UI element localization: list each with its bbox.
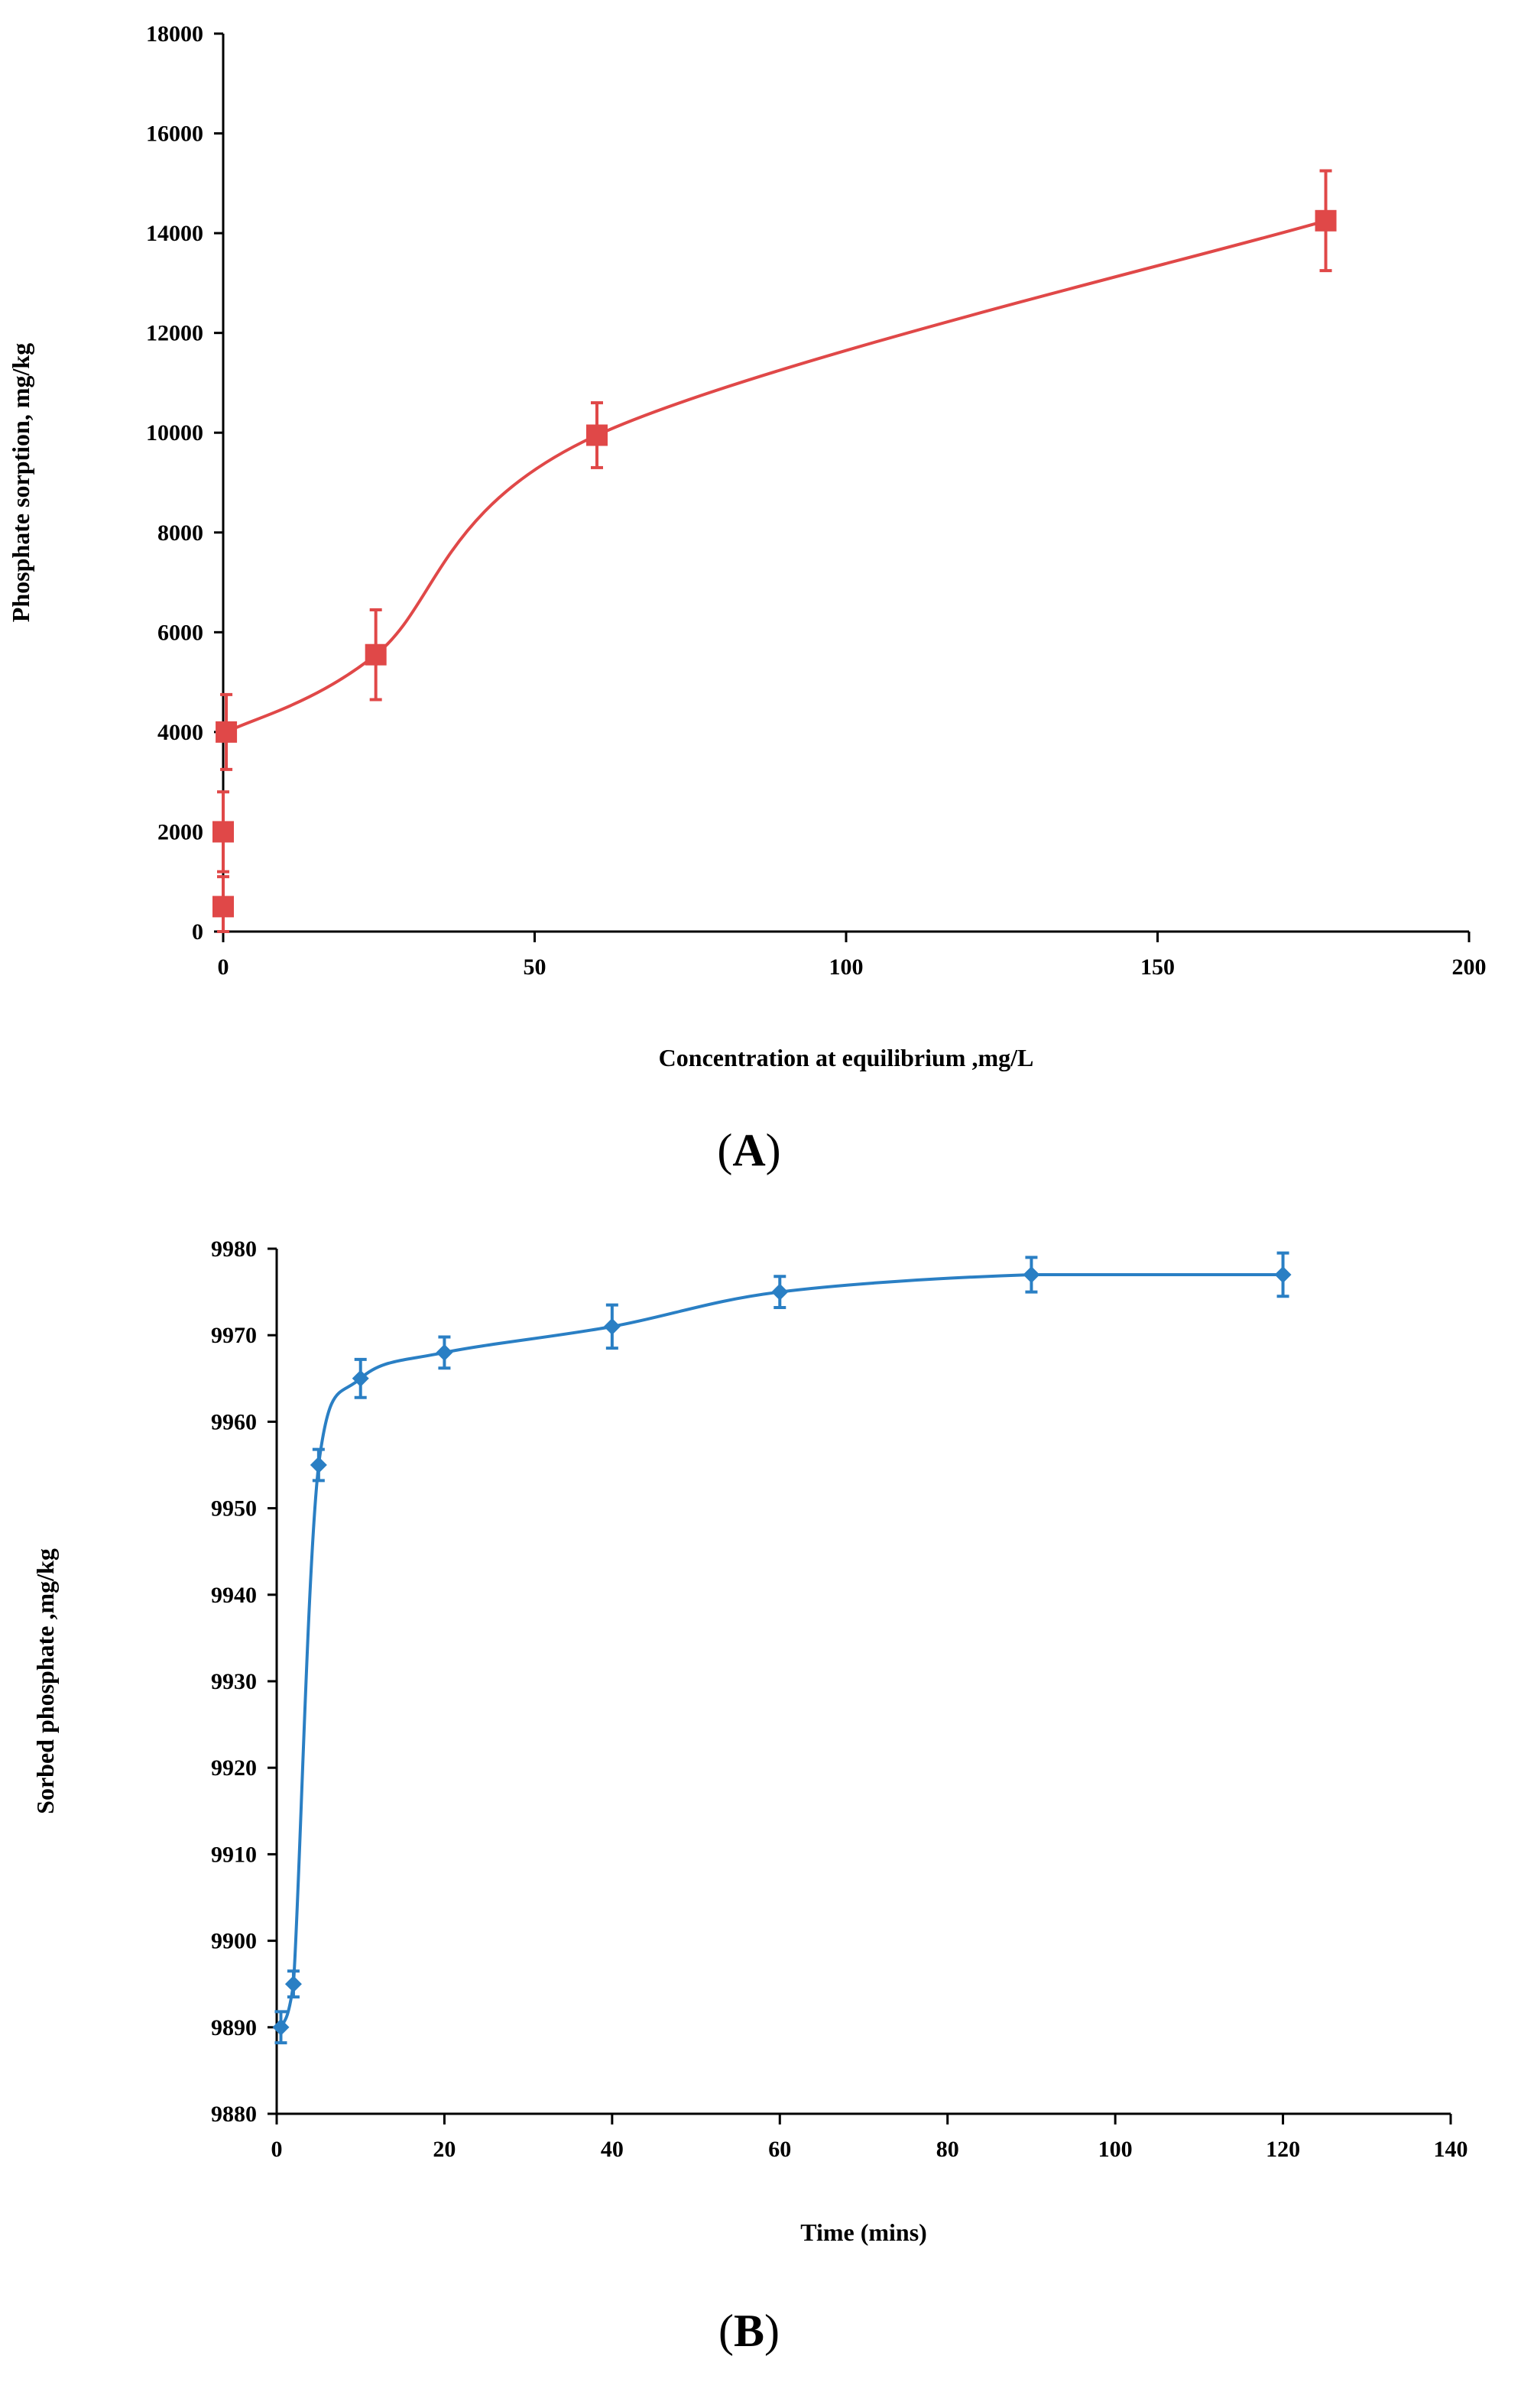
y-tick-label: 9960 [211,1409,257,1434]
data-point [771,1283,789,1301]
data-point [586,424,608,446]
x-tick-label: 60 [768,2137,791,2162]
x-tick-label: 100 [1098,2137,1133,2162]
data-point [365,643,387,666]
y-axis-title: Sorbed phosphate ,mg/kg [31,1548,59,1814]
x-tick-label: 100 [829,954,864,980]
y-tick-label: 9910 [211,1842,257,1867]
y-tick-label: 0 [192,919,203,945]
chart-b: 9880 9890 9900 9910 9920 9930 9940 9950 9960 9970… [31,1236,1468,2356]
y-tick-label: 8000 [157,520,203,546]
x-tick-label: 0 [218,954,229,980]
data-point [1023,1266,1040,1283]
data-point [603,1317,621,1335]
y-tick-label: 4000 [157,720,203,745]
x-axis-title: Time (mins) [800,2218,927,2246]
y-tick-label: 9920 [211,1755,257,1781]
y-tick-label: 16000 [146,122,203,147]
y-tick-label: 9890 [211,2015,257,2040]
panel-label: (B) [718,2306,780,2356]
panel-label: (A) [717,1125,780,1175]
series-line [279,1272,1283,2028]
data-point [1274,1266,1292,1283]
x-tick-label: 40 [601,2137,624,2162]
data-point [310,1457,327,1473]
x-tick-label: 20 [433,2137,456,2162]
x-tick-label: 150 [1140,954,1175,980]
x-tick-label: 50 [524,954,546,980]
y-tick-label: 10000 [146,420,203,446]
y-tick-label: 9970 [211,1323,257,1348]
y-tick-label: 12000 [146,321,203,346]
y-tick-label: 14000 [146,221,203,246]
data-point [1315,209,1337,232]
chart-a: 0200040006000800010000120001400016000180… [7,21,1487,1175]
y-tick-label: 2000 [157,819,203,844]
y-axis-title: Phosphate sorption, mg/kg [7,343,34,622]
x-axis-title: Concentration at equilibrium ,mg/L [659,1044,1034,1071]
y-tick-label: 9950 [211,1496,257,1522]
data-point [216,721,238,743]
data-point [212,821,234,843]
series-line [225,219,1327,734]
y-tick-label: 9900 [211,1929,257,1954]
x-tick-label: 0 [271,2137,283,2162]
y-tick-label: 6000 [157,620,203,645]
data-point [212,896,234,918]
x-tick-label: 200 [1452,954,1487,980]
y-tick-label: 18000 [146,21,203,47]
data-point [272,2018,290,2036]
y-tick-label: 9940 [211,1583,257,1608]
y-tick-label: 9980 [211,1236,257,1262]
x-tick-label: 80 [936,2137,959,2162]
data-point [352,1369,369,1387]
x-tick-label: 140 [1434,2137,1468,2162]
data-point [284,1975,302,1993]
x-tick-label: 120 [1266,2137,1300,2162]
y-tick-label: 9930 [211,1669,257,1694]
y-tick-label: 9880 [211,2102,257,2127]
data-point [436,1343,453,1361]
